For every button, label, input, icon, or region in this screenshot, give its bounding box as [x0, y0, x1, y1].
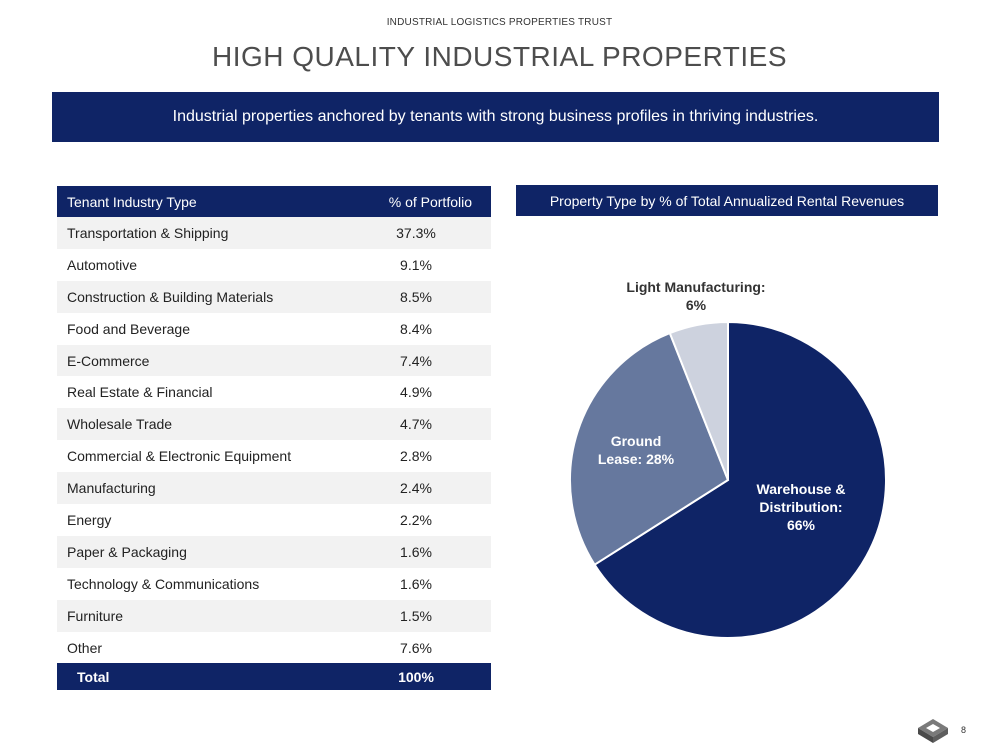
- percent-cell: 7.4%: [341, 344, 491, 377]
- company-name: INDUSTRIAL LOGISTICS PROPERTIES TRUST: [386, 17, 613, 28]
- table-row: Manufacturing 2.4%: [57, 472, 491, 505]
- table-row: Wholesale Trade 4.7%: [57, 408, 491, 441]
- industry-cell: Manufacturing: [57, 472, 341, 505]
- pie-label-line: 6%: [686, 297, 707, 313]
- company-logo-icon: [918, 719, 948, 743]
- table-row: Real Estate & Financial 4.9%: [57, 376, 491, 409]
- percent-cell: 8.4%: [341, 312, 491, 345]
- percent-cell: 2.8%: [341, 440, 491, 473]
- industry-cell: Wholesale Trade: [57, 408, 341, 441]
- percent-cell: 9.1%: [341, 248, 491, 281]
- pie-label-line: 66%: [787, 517, 816, 533]
- pie-slice-light-manufacturing: [668, 320, 729, 481]
- pie-label-ground-lease: Ground Lease: 28%: [598, 433, 675, 467]
- industry-cell: Construction & Building Materials: [57, 280, 341, 313]
- industry-cell: Other: [57, 631, 341, 664]
- percent-cell: 4.9%: [341, 376, 491, 409]
- table-body: Transportation & Shipping 37.3% Automotive…: [57, 217, 491, 691]
- pie-label-light-manufacturing: Light Manufacturing: 6%: [626, 279, 765, 313]
- industry-cell: E-Commerce: [57, 344, 341, 377]
- industry-cell: Real Estate & Financial: [57, 376, 341, 409]
- total-label: Total: [57, 663, 341, 691]
- chart-title: Property Type by % of Total Annualized R…: [516, 185, 938, 216]
- percent-cell: 2.4%: [341, 472, 491, 505]
- table-row: Other 7.6%: [57, 631, 491, 664]
- summary-banner: Industrial properties anchored by tenant…: [52, 92, 939, 142]
- tenant-industry-table: Tenant Industry Type % of Portfolio Tran…: [57, 186, 491, 691]
- table-row: Automotive 9.1%: [57, 248, 491, 281]
- page-number: 8: [961, 725, 967, 735]
- table-row: Commercial & Electronic Equipment 2.8%: [57, 440, 491, 473]
- industry-cell: Energy: [57, 504, 341, 536]
- table-header-row: Tenant Industry Type % of Portfolio: [57, 186, 491, 217]
- percent-cell: 4.7%: [341, 408, 491, 441]
- industry-cell: Furniture: [57, 599, 341, 632]
- table-row: Energy 2.2%: [57, 504, 491, 536]
- header-percent: % of Portfolio: [341, 186, 491, 217]
- pie-slice-warehouse-distribution: [593, 320, 887, 639]
- table-row: Paper & Packaging 1.6%: [57, 535, 491, 568]
- header-industry: Tenant Industry Type: [57, 186, 341, 217]
- table-row: E-Commerce 7.4%: [57, 344, 491, 377]
- pie-slice-ground-lease: [569, 331, 730, 567]
- table-row: Construction & Building Materials 8.5%: [57, 280, 491, 313]
- table-row: Furniture 1.5%: [57, 599, 491, 632]
- total-row: Total 100%: [57, 663, 491, 691]
- industry-cell: Transportation & Shipping: [57, 217, 341, 249]
- industry-cell: Technology & Communications: [57, 567, 341, 600]
- percent-cell: 7.6%: [341, 631, 491, 664]
- pie-label-line: Distribution:: [759, 499, 842, 515]
- industry-cell: Food and Beverage: [57, 312, 341, 345]
- table-row: Transportation & Shipping 37.3%: [57, 217, 491, 249]
- table-row: Food and Beverage 8.4%: [57, 312, 491, 345]
- pie-label-warehouse-distribution: Warehouse & Distribution: 66%: [757, 481, 846, 533]
- pie-label-line: Light Manufacturing:: [626, 279, 765, 295]
- pie-label-line: Lease: 28%: [598, 451, 675, 467]
- percent-cell: 2.2%: [341, 504, 491, 536]
- percent-cell: 37.3%: [341, 217, 491, 249]
- percent-cell: 1.6%: [341, 567, 491, 600]
- industry-cell: Commercial & Electronic Equipment: [57, 440, 341, 473]
- total-percent: 100%: [341, 663, 491, 691]
- percent-cell: 1.5%: [341, 599, 491, 632]
- industry-cell: Automotive: [57, 248, 341, 281]
- industry-cell: Paper & Packaging: [57, 535, 341, 568]
- page-title: HIGH QUALITY INDUSTRIAL PROPERTIES: [211, 41, 788, 72]
- table-row: Technology & Communications 1.6%: [57, 567, 491, 600]
- pie-label-line: Ground: [611, 433, 662, 449]
- pie-label-line: Warehouse &: [757, 481, 846, 497]
- percent-cell: 1.6%: [341, 535, 491, 568]
- percent-cell: 8.5%: [341, 280, 491, 313]
